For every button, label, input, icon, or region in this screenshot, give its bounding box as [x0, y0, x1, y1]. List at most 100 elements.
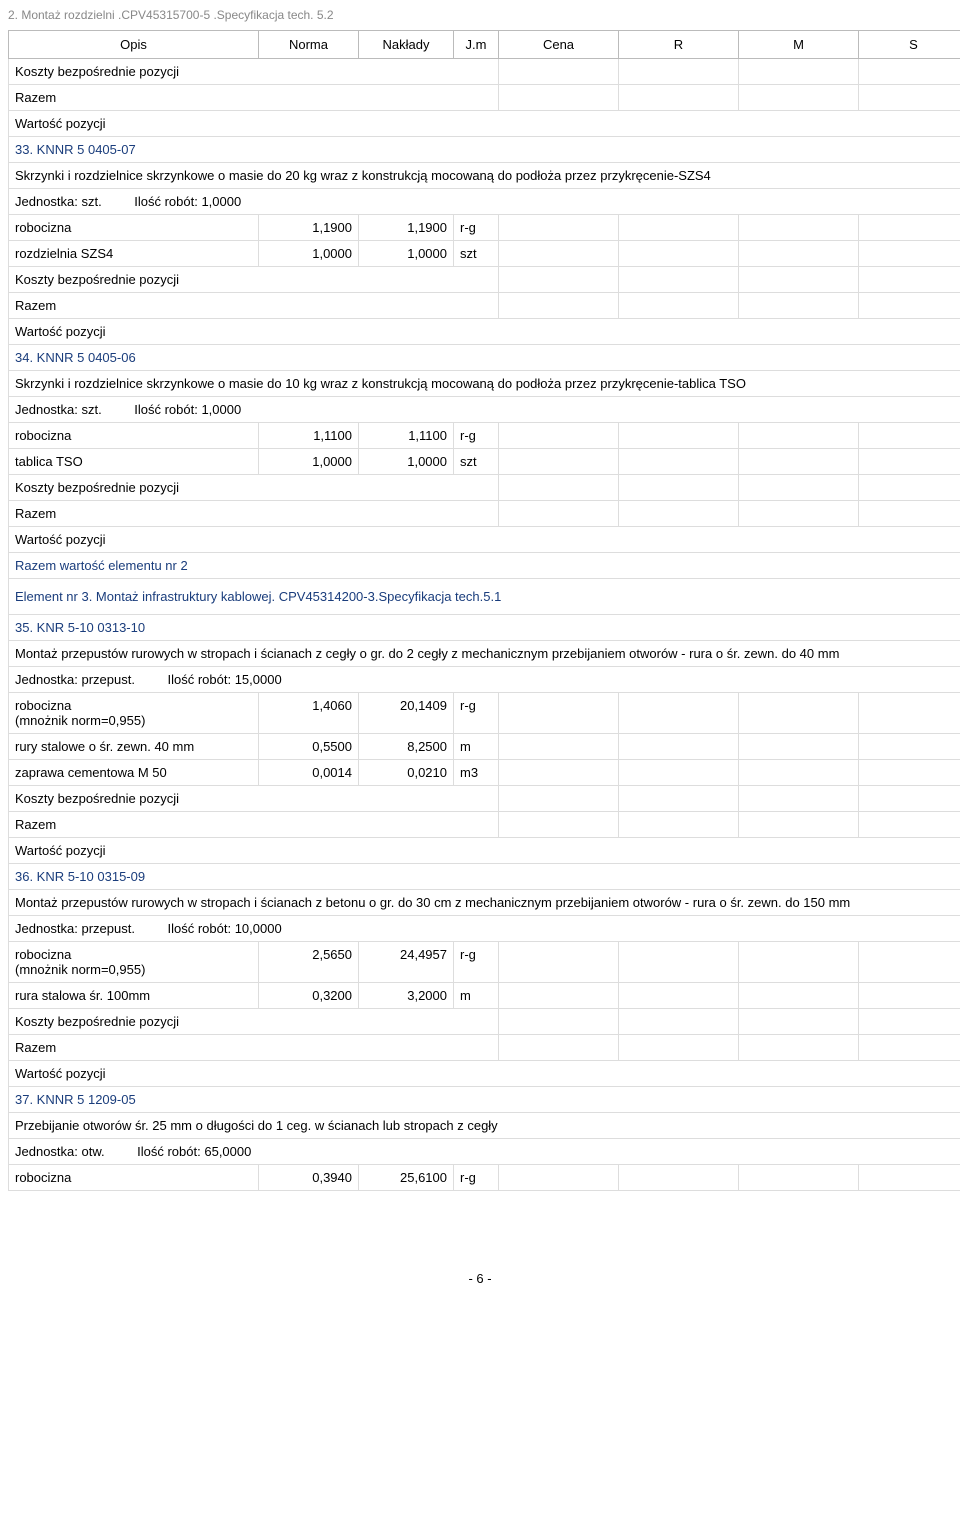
cell-jm: r-g: [454, 693, 499, 734]
cell-name: robocizna: [9, 1165, 259, 1191]
item-37-jednostka: Jednostka: otw.: [15, 1144, 105, 1159]
cell-nak: 1,0000: [359, 449, 454, 475]
cell-name: robocizna: [9, 215, 259, 241]
label-razem: Razem: [9, 293, 499, 319]
col-r: R: [619, 31, 739, 59]
item-35-jednostka: Jednostka: przepust.: [15, 672, 135, 687]
cell-norm: 0,3940: [259, 1165, 359, 1191]
item-34-ilosc-val: 1,0000: [201, 402, 241, 417]
breadcrumb: 2. Montaż rozdzielni .CPV45315700-5 .Spe…: [8, 8, 952, 22]
label-koszty: Koszty bezpośrednie pozycji: [9, 267, 499, 293]
cell-nak: 8,2500: [359, 734, 454, 760]
element-3-title: Element nr 3. Montaż infrastruktury kabl…: [15, 589, 501, 604]
cell-norm: 0,3200: [259, 983, 359, 1009]
item-34-unit: Jednostka: szt. Ilość robót: 1,0000: [9, 397, 960, 423]
col-s: S: [859, 31, 960, 59]
cell-norm: 1,0000: [259, 241, 359, 267]
item-37-code: 37. KNNR 5 1209-05: [15, 1092, 136, 1107]
item-35-desc-text: Montaż przepustów rurowych w stropach i …: [9, 641, 960, 667]
table-header-row: Opis Norma Nakłady J.m Cena R M S: [9, 31, 960, 59]
label-wartosc: Wartość pozycji: [9, 1061, 960, 1087]
cell-nak: 0,0210: [359, 760, 454, 786]
label-wartosc: Wartość pozycji: [9, 111, 960, 137]
cell-norm: 1,1100: [259, 423, 359, 449]
cell-norm: 1,1900: [259, 215, 359, 241]
row-koszty: Koszty bezpośrednie pozycji: [9, 475, 960, 501]
item-35-code: 35. KNR 5-10 0313-10: [15, 620, 145, 635]
cell-nak: 25,6100: [359, 1165, 454, 1191]
row-koszty: Koszty bezpośrednie pozycji: [9, 267, 960, 293]
item-36-ilosc-val: 10,0000: [235, 921, 282, 936]
item-34-code: 34. KNNR 5 0405-06: [15, 350, 136, 365]
col-naklady: Nakłady: [359, 31, 454, 59]
row-wartosc: Wartość pozycji: [9, 111, 960, 137]
label-koszty: Koszty bezpośrednie pozycji: [9, 786, 499, 812]
cell-nak: 1,1100: [359, 423, 454, 449]
razem-element-2: Razem wartość elementu nr 2: [9, 553, 960, 579]
cell-nak: 20,1409: [359, 693, 454, 734]
label-koszty: Koszty bezpośrednie pozycji: [9, 1009, 499, 1035]
cell-jm: r-g: [454, 942, 499, 983]
label-razem: Razem: [9, 1035, 499, 1061]
item-34-desc-text: Skrzynki i rozdzielnice skrzynkowe o mas…: [9, 371, 960, 397]
row-wartosc: Wartość pozycji: [9, 319, 960, 345]
cell-jm: m: [454, 734, 499, 760]
item-34-ilosc-lbl: Ilość robót:: [134, 402, 198, 417]
cell-name-sub: (mnożnik norm=0,955): [15, 962, 145, 977]
page-footer: - 6 -: [8, 1271, 952, 1286]
cell-nak: 1,1900: [359, 215, 454, 241]
col-cena: Cena: [499, 31, 619, 59]
item-37-title: 37. KNNR 5 1209-05: [9, 1087, 960, 1113]
cell-norm: 0,5500: [259, 734, 359, 760]
cell-nak: 1,0000: [359, 241, 454, 267]
cell-name-main: robocizna: [15, 698, 71, 713]
item-36-desc: Montaż przepustów rurowych w stropach i …: [9, 890, 960, 916]
cell-name: tablica TSO: [9, 449, 259, 475]
item-37-ilosc-lbl: Ilość robót:: [137, 1144, 201, 1159]
label-razem: Razem: [9, 501, 499, 527]
item-33-jednostka: Jednostka: szt.: [15, 194, 102, 209]
cell-norm: 1,0000: [259, 449, 359, 475]
cell-norm: 2,5650: [259, 942, 359, 983]
cost-table: Opis Norma Nakłady J.m Cena R M S Koszty…: [8, 30, 960, 1191]
row-koszty: Koszty bezpośrednie pozycji: [9, 1009, 960, 1035]
item-36-jednostka: Jednostka: przepust.: [15, 921, 135, 936]
label-wartosc: Wartość pozycji: [9, 319, 960, 345]
item-33-ilosc-lbl: Ilość robót:: [134, 194, 198, 209]
item-34-title: 34. KNNR 5 0405-06: [9, 345, 960, 371]
razem-el2-label: Razem wartość elementu nr 2: [15, 558, 188, 573]
cell-name: rozdzielnia SZS4: [9, 241, 259, 267]
cell-jm: m3: [454, 760, 499, 786]
cell-jm: m: [454, 983, 499, 1009]
cell-norm: 1,4060: [259, 693, 359, 734]
item-35-ilosc-val: 15,0000: [235, 672, 282, 687]
cell-name: robocizna (mnożnik norm=0,955): [9, 693, 259, 734]
row-koszty: Koszty bezpośrednie pozycji: [9, 59, 960, 85]
item-35-unit: Jednostka: przepust. Ilość robót: 15,000…: [9, 667, 960, 693]
item-33-row-0: robocizna 1,1900 1,1900 r-g: [9, 215, 960, 241]
item-33-desc: Skrzynki i rozdzielnice skrzynkowe o mas…: [9, 163, 960, 189]
item-35-row-0: robocizna (mnożnik norm=0,955) 1,4060 20…: [9, 693, 960, 734]
item-36-code: 36. KNR 5-10 0315-09: [15, 869, 145, 884]
item-35-desc: Montaż przepustów rurowych w stropach i …: [9, 641, 960, 667]
col-opis: Opis: [9, 31, 259, 59]
item-36-row-0: robocizna (mnożnik norm=0,955) 2,5650 24…: [9, 942, 960, 983]
element-3-header: Element nr 3. Montaż infrastruktury kabl…: [9, 579, 960, 615]
item-33-desc-text: Skrzynki i rozdzielnice skrzynkowe o mas…: [9, 163, 960, 189]
label-razem: Razem: [9, 812, 499, 838]
cell-name: rura stalowa śr. 100mm: [9, 983, 259, 1009]
item-36-row-1: rura stalowa śr. 100mm 0,3200 3,2000 m: [9, 983, 960, 1009]
item-35-ilosc-lbl: Ilość robót:: [167, 672, 231, 687]
item-36-unit: Jednostka: przepust. Ilość robót: 10,000…: [9, 916, 960, 942]
label-razem: Razem: [9, 85, 499, 111]
item-34-jednostka: Jednostka: szt.: [15, 402, 102, 417]
cell-nak: 3,2000: [359, 983, 454, 1009]
item-36-ilosc-lbl: Ilość robót:: [167, 921, 231, 936]
col-jm: J.m: [454, 31, 499, 59]
item-35-row-1: rury stalowe o śr. zewn. 40 mm 0,5500 8,…: [9, 734, 960, 760]
cell-jm: szt: [454, 449, 499, 475]
row-razem: Razem: [9, 85, 960, 111]
item-33-row-1: rozdzielnia SZS4 1,0000 1,0000 szt: [9, 241, 960, 267]
row-wartosc: Wartość pozycji: [9, 1061, 960, 1087]
item-33-unit: Jednostka: szt. Ilość robót: 1,0000: [9, 189, 960, 215]
